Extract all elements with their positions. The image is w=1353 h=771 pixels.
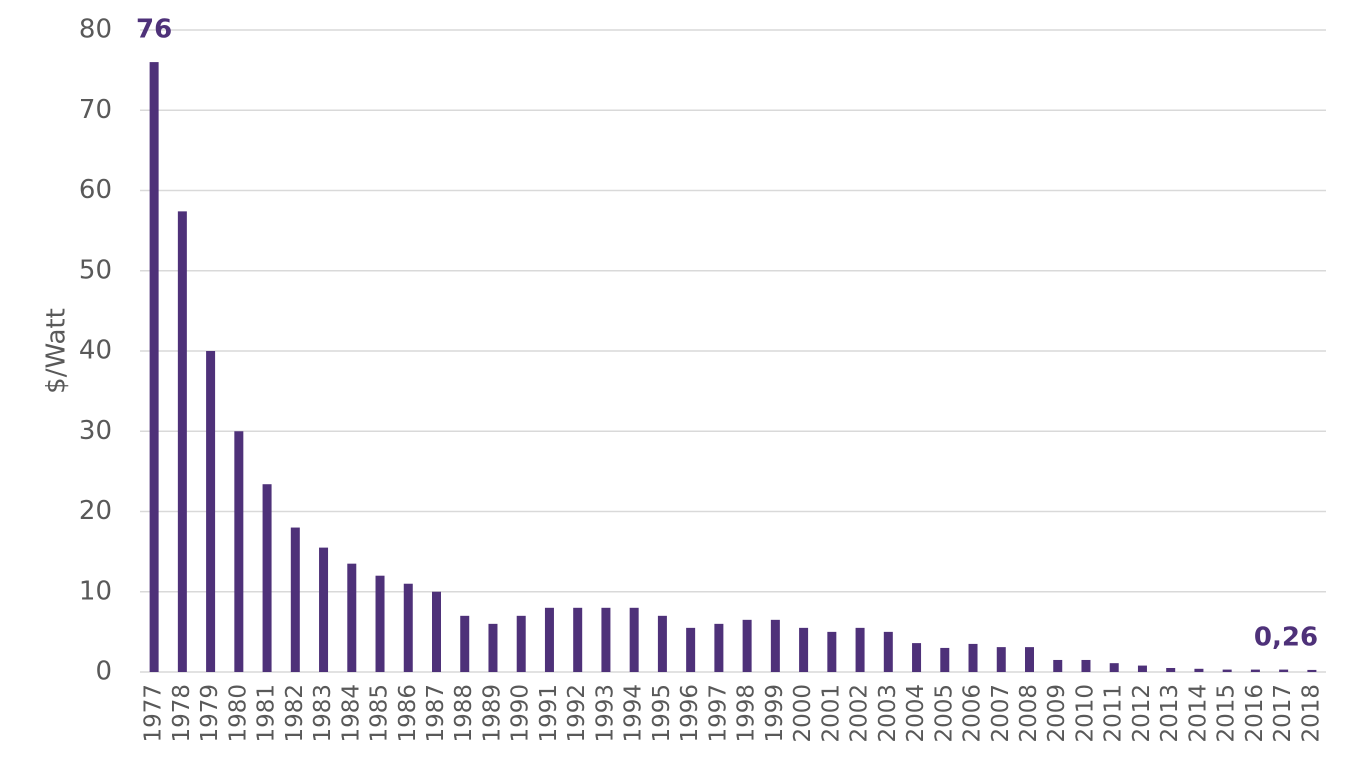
bar	[262, 484, 272, 672]
x-tick-label: 2003	[875, 684, 901, 743]
bar	[1307, 669, 1317, 672]
y-tick-label: 50	[79, 255, 112, 285]
bar	[460, 615, 470, 672]
x-tick-label: 1980	[225, 684, 251, 743]
x-tick-label: 1985	[367, 684, 393, 743]
bar	[234, 431, 244, 672]
x-tick-label: 1979	[197, 684, 223, 743]
x-tick-label: 2010	[1072, 684, 1098, 743]
x-tick-label: 1991	[536, 684, 562, 743]
bar	[686, 627, 696, 672]
x-tick-label: 2009	[1044, 684, 1070, 743]
x-tick-label: 1984	[338, 684, 364, 743]
bar	[403, 583, 413, 672]
bar	[1250, 669, 1260, 672]
x-tick-label: 2015	[1214, 684, 1240, 743]
x-tick-label: 2011	[1101, 684, 1127, 743]
x-tick-label: 1992	[564, 684, 590, 743]
x-tick-label: 1989	[479, 684, 505, 743]
data-label: 76	[136, 15, 172, 45]
x-tick-label: 2018	[1298, 684, 1324, 743]
x-tick-label: 2008	[1016, 684, 1042, 743]
x-tick-label: 2000	[790, 684, 816, 743]
bar	[629, 607, 639, 672]
x-tick-label: 2006	[960, 684, 986, 743]
bar	[1025, 647, 1034, 672]
bar	[968, 643, 978, 672]
bar	[1053, 659, 1063, 672]
bar	[347, 563, 357, 672]
bar	[1081, 659, 1091, 672]
bar	[1194, 668, 1204, 672]
x-tick-label: 2016	[1242, 684, 1268, 743]
bar	[1222, 669, 1232, 672]
bar	[206, 351, 216, 672]
x-tick-label: 1998	[734, 684, 760, 743]
x-tick-label: 1978	[169, 684, 195, 743]
bar	[657, 615, 667, 672]
x-tick-label: 1988	[451, 684, 477, 743]
x-tick-label: 2014	[1185, 684, 1211, 743]
bar	[516, 615, 526, 672]
bar	[1166, 667, 1176, 672]
x-tick-label: 1982	[282, 684, 308, 743]
x-tick-label: 1990	[508, 684, 534, 743]
y-tick-label: 60	[79, 175, 112, 205]
x-tick-label: 1983	[310, 684, 336, 743]
bar	[488, 623, 498, 672]
x-tick-label: 2001	[818, 684, 844, 743]
x-tick-label: 2013	[1157, 684, 1183, 743]
bar	[883, 631, 893, 672]
x-tick-label: 1987	[423, 684, 449, 743]
y-tick-label: 80	[79, 15, 112, 45]
y-tick-label: 20	[79, 496, 112, 526]
bar	[432, 591, 441, 672]
bar	[827, 631, 837, 672]
bar	[149, 62, 159, 673]
x-tick-label: 2002	[847, 684, 873, 743]
bar	[375, 575, 385, 672]
bar	[912, 643, 922, 672]
x-tick-label: 2012	[1129, 684, 1155, 743]
x-tick-label: 1997	[705, 684, 731, 743]
bar	[177, 211, 187, 673]
x-tick-label: 1994	[621, 684, 647, 743]
y-tick-label: 0	[95, 657, 112, 687]
y-axis-label: $/Watt	[42, 308, 72, 394]
x-tick-label: 1981	[254, 684, 280, 743]
bar	[714, 623, 724, 672]
y-tick-label: 40	[79, 336, 112, 366]
bar	[742, 619, 752, 672]
bar	[855, 627, 865, 672]
bar	[1279, 669, 1289, 672]
x-tick-label: 2007	[988, 684, 1014, 743]
bar	[770, 619, 780, 672]
bar	[601, 607, 611, 672]
bar	[1137, 665, 1147, 672]
x-tick-label: 1986	[395, 684, 421, 743]
bar	[290, 527, 300, 672]
bar	[544, 607, 554, 672]
bar	[319, 547, 329, 672]
y-tick-label: 70	[79, 95, 112, 125]
y-tick-label: 10	[79, 576, 112, 606]
bar	[573, 607, 583, 672]
y-tick-label: 30	[79, 416, 112, 446]
x-tick-label: 2017	[1270, 684, 1296, 743]
x-tick-label: 1993	[592, 684, 618, 743]
data-label: 0,26	[1254, 622, 1318, 652]
x-tick-label: 1996	[677, 684, 703, 743]
bar	[996, 647, 1006, 672]
bar	[940, 647, 950, 672]
x-tick-label: 1999	[762, 684, 788, 743]
x-tick-label: 1977	[141, 684, 167, 743]
bar	[1109, 663, 1119, 672]
x-tick-label: 2005	[931, 684, 957, 743]
x-tick-label: 2004	[903, 684, 929, 743]
bar	[799, 627, 809, 672]
x-tick-label: 1995	[649, 684, 675, 743]
